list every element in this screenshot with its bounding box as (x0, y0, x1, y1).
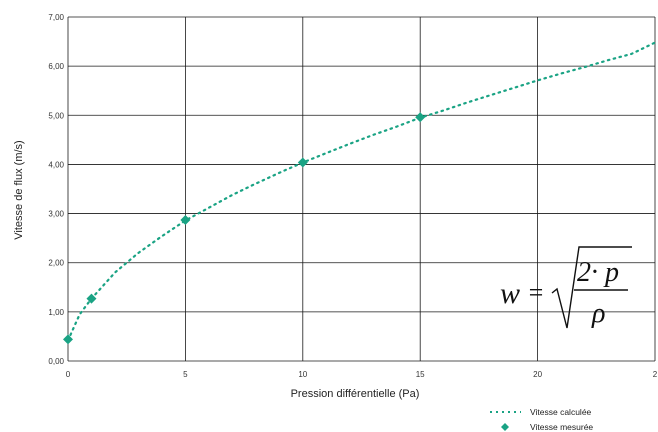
data-markers (63, 112, 426, 345)
y-tick-label: 2,00 (48, 259, 64, 268)
measured-point (63, 334, 73, 345)
x-tick-label: 15 (416, 370, 425, 379)
x-tick-label: 20 (533, 370, 542, 379)
measured-point (415, 112, 426, 123)
x-tick-label: 5 (183, 370, 188, 379)
x-tick-label: 2 (653, 370, 658, 379)
grid-lines (67, 16, 656, 362)
legend-label-calculated: Vitesse calculée (530, 407, 592, 417)
measured-point (180, 214, 191, 225)
y-axis-label: Vitesse de flux (m/s) (13, 140, 25, 239)
legend: Vitesse calculée Vitesse mesurée (490, 407, 593, 432)
y-tick-label: 0,00 (48, 357, 64, 366)
y-tick-label: 7,00 (48, 13, 64, 22)
legend-diamond-swatch (501, 423, 509, 431)
y-tick-label: 5,00 (48, 111, 64, 120)
sqrt-radical (551, 246, 632, 329)
y-tick-label: 1,00 (48, 308, 64, 317)
formula-numerator: 2· p (577, 257, 619, 288)
y-tick-label: 4,00 (48, 160, 64, 169)
x-tick-label: 0 (66, 370, 71, 379)
legend-label-measured: Vitesse mesurée (530, 422, 593, 432)
y-tick-label: 6,00 (48, 62, 64, 71)
formula-equals: = (527, 278, 545, 307)
formula-annotation: w = 2· p ρ (500, 246, 632, 329)
x-axis-label: Pression différentielle (Pa) (291, 388, 420, 400)
formula-w: w (500, 277, 520, 310)
y-tick-labels: 0,00 1,00 2,00 3,00 4,00 5,00 6,00 7,00 (48, 13, 64, 366)
formula-denominator: ρ (591, 298, 605, 329)
measured-point (86, 293, 97, 304)
x-tick-labels: 0 5 10 15 20 2 (66, 370, 658, 379)
x-tick-label: 10 (298, 370, 307, 379)
y-tick-label: 3,00 (48, 210, 64, 219)
measured-point (297, 157, 308, 168)
